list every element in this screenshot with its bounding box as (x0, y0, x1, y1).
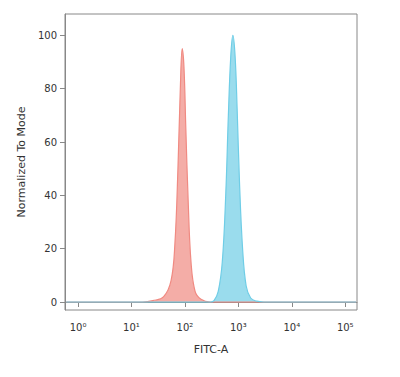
svg-text:10¹: 10¹ (123, 322, 140, 333)
svg-text:20: 20 (44, 243, 57, 254)
svg-text:80: 80 (44, 83, 57, 94)
svg-text:10⁰: 10⁰ (70, 322, 87, 333)
svg-text:10⁵: 10⁵ (337, 322, 354, 333)
svg-text:100: 100 (38, 30, 57, 41)
svg-text:FITC-A: FITC-A (194, 343, 229, 356)
svg-text:0: 0 (51, 297, 57, 308)
svg-text:Normalized To Mode: Normalized To Mode (15, 106, 28, 217)
svg-text:10²: 10² (177, 322, 194, 333)
svg-text:40: 40 (44, 190, 57, 201)
svg-text:60: 60 (44, 137, 57, 148)
svg-text:10⁴: 10⁴ (283, 322, 300, 333)
svg-text:10³: 10³ (230, 322, 247, 333)
